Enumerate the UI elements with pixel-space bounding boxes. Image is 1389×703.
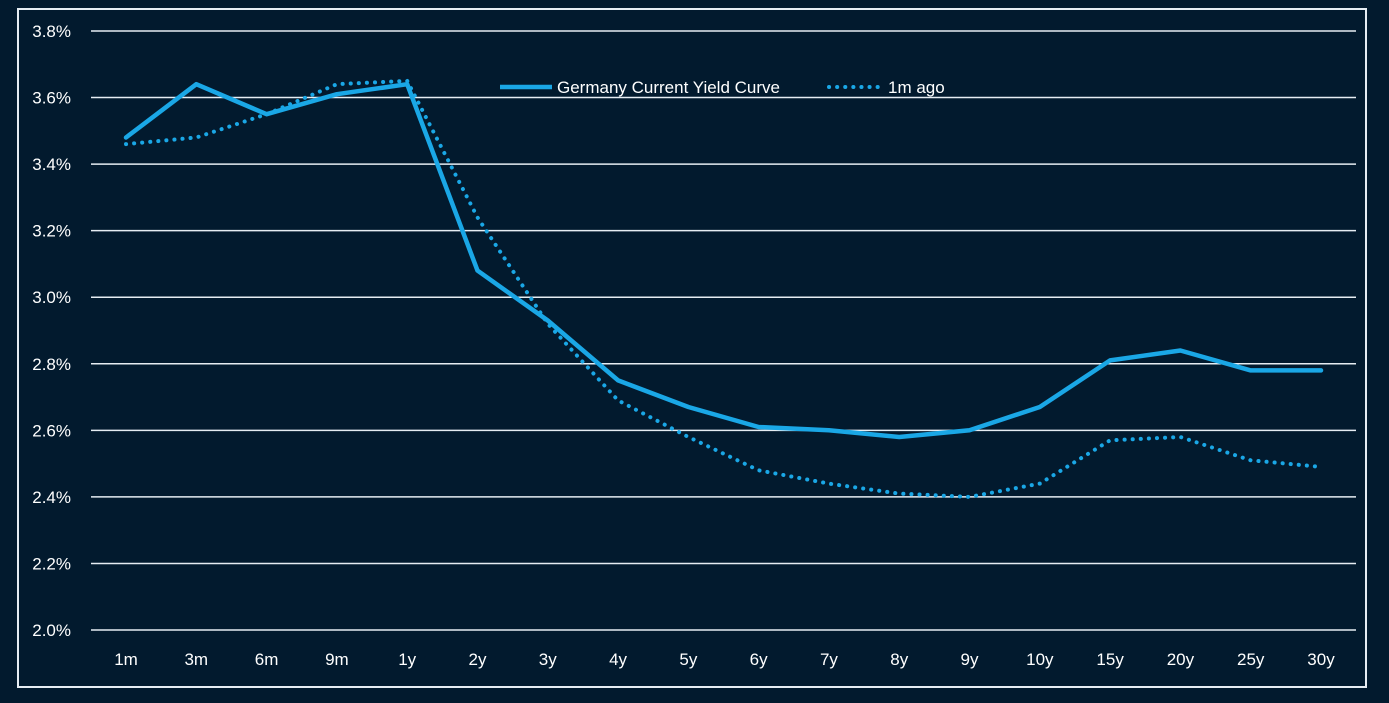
x-tick-label: 8y (890, 650, 908, 669)
x-tick-label: 20y (1167, 650, 1195, 669)
series-line-current (123, 81, 1324, 440)
x-tick-label: 1y (398, 650, 416, 669)
x-tick-label: 4y (609, 650, 627, 669)
x-axis-ticks: 1m 3m 6m 9m 1y 2y 3y 4y 5y 6y 7y 8y 9y 10y 15y 20y 25y 30… (114, 650, 1335, 669)
x-tick-label: 1m (114, 650, 138, 669)
y-axis-ticks: 2.0% 2.2% 2.4% 2.6% 2.8% 3.0% 3.2% 3.4% 3.6% 3.8% (32, 22, 71, 640)
legend-label-current: Germany Current Yield Curve (557, 78, 780, 97)
series-lines (123, 78, 1324, 499)
y-tick-label: 2.2% (32, 554, 71, 573)
x-tick-label: 30y (1307, 650, 1335, 669)
x-tick-label: 25y (1237, 650, 1265, 669)
y-tick-label: 2.8% (32, 355, 71, 374)
legend-label-1m-ago: 1m ago (888, 78, 945, 97)
chart-frame (17, 8, 1367, 688)
gridlines (91, 30, 1356, 631)
x-tick-label: 6y (750, 650, 768, 669)
x-tick-label: 2y (468, 650, 486, 669)
x-tick-label: 6m (255, 650, 279, 669)
series-line-1m-ago (124, 78, 1323, 499)
x-tick-label: 5y (679, 650, 697, 669)
x-tick-label: 3y (539, 650, 557, 669)
x-tick-label: 9y (961, 650, 979, 669)
y-tick-label: 3.2% (32, 222, 71, 241)
x-tick-label: 10y (1026, 650, 1054, 669)
y-tick-label: 2.0% (32, 621, 71, 640)
y-tick-label: 3.4% (32, 155, 71, 174)
y-tick-label: 2.6% (32, 421, 71, 440)
y-tick-label: 2.4% (32, 488, 71, 507)
legend: Germany Current Yield Curve 1m ago (500, 78, 945, 97)
x-tick-label: 7y (820, 650, 838, 669)
y-tick-label: 3.0% (32, 288, 71, 307)
y-tick-label: 3.8% (32, 22, 71, 41)
x-tick-label: 3m (184, 650, 208, 669)
y-tick-label: 3.6% (32, 89, 71, 108)
x-tick-label: 15y (1096, 650, 1124, 669)
x-tick-label: 9m (325, 650, 349, 669)
